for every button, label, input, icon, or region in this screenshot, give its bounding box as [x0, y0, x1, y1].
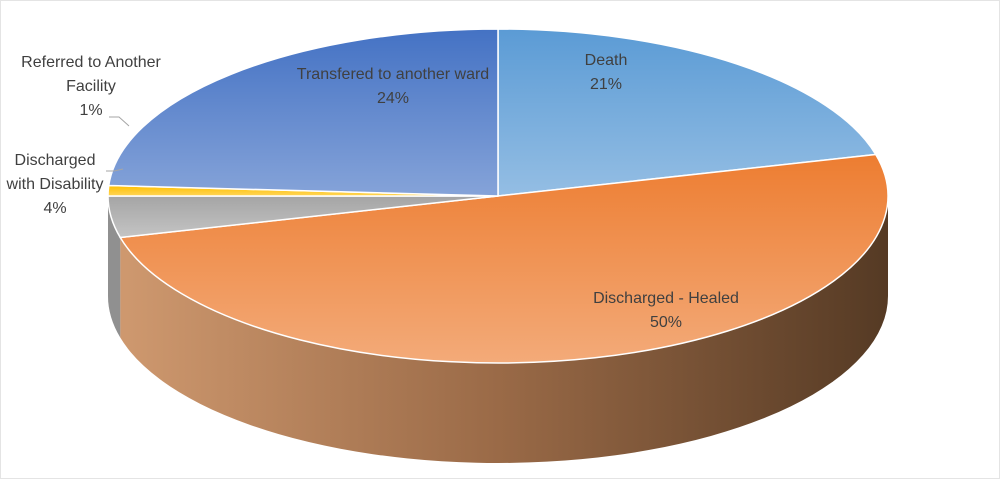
label-value: 21%	[589, 76, 623, 93]
slice-shade	[108, 196, 498, 238]
slice-shade	[120, 154, 889, 364]
data-label: Referred to Another Facility 1%	[1, 51, 181, 123]
slice-side	[108, 196, 121, 338]
label-value: 50%	[649, 314, 683, 331]
data-label: Discharged - Healed 50%	[566, 287, 766, 335]
slice-side	[120, 196, 888, 463]
pie-tops	[107, 28, 889, 364]
data-label: Discharged with Disability 4%	[1, 149, 109, 221]
slice-shade	[498, 29, 876, 196]
label-name: Discharged - Healed	[593, 290, 739, 307]
label-value: 24%	[376, 90, 410, 107]
label-value: 4%	[43, 200, 67, 217]
leader-line	[106, 168, 124, 172]
slice-side-shade	[108, 196, 121, 338]
label-name: Referred to Another Facility	[21, 54, 161, 95]
label-name: Transfered to another ward	[296, 66, 490, 83]
pie-sides	[108, 196, 888, 463]
label-name: Discharged with Disability	[6, 152, 104, 193]
data-label: Transfered to another ward 24%	[293, 63, 493, 111]
data-label: Death 21%	[546, 49, 666, 97]
label-name: Death	[584, 52, 628, 69]
slice-shade	[108, 29, 498, 196]
leader-line	[109, 116, 130, 127]
label-value: 1%	[79, 102, 103, 119]
